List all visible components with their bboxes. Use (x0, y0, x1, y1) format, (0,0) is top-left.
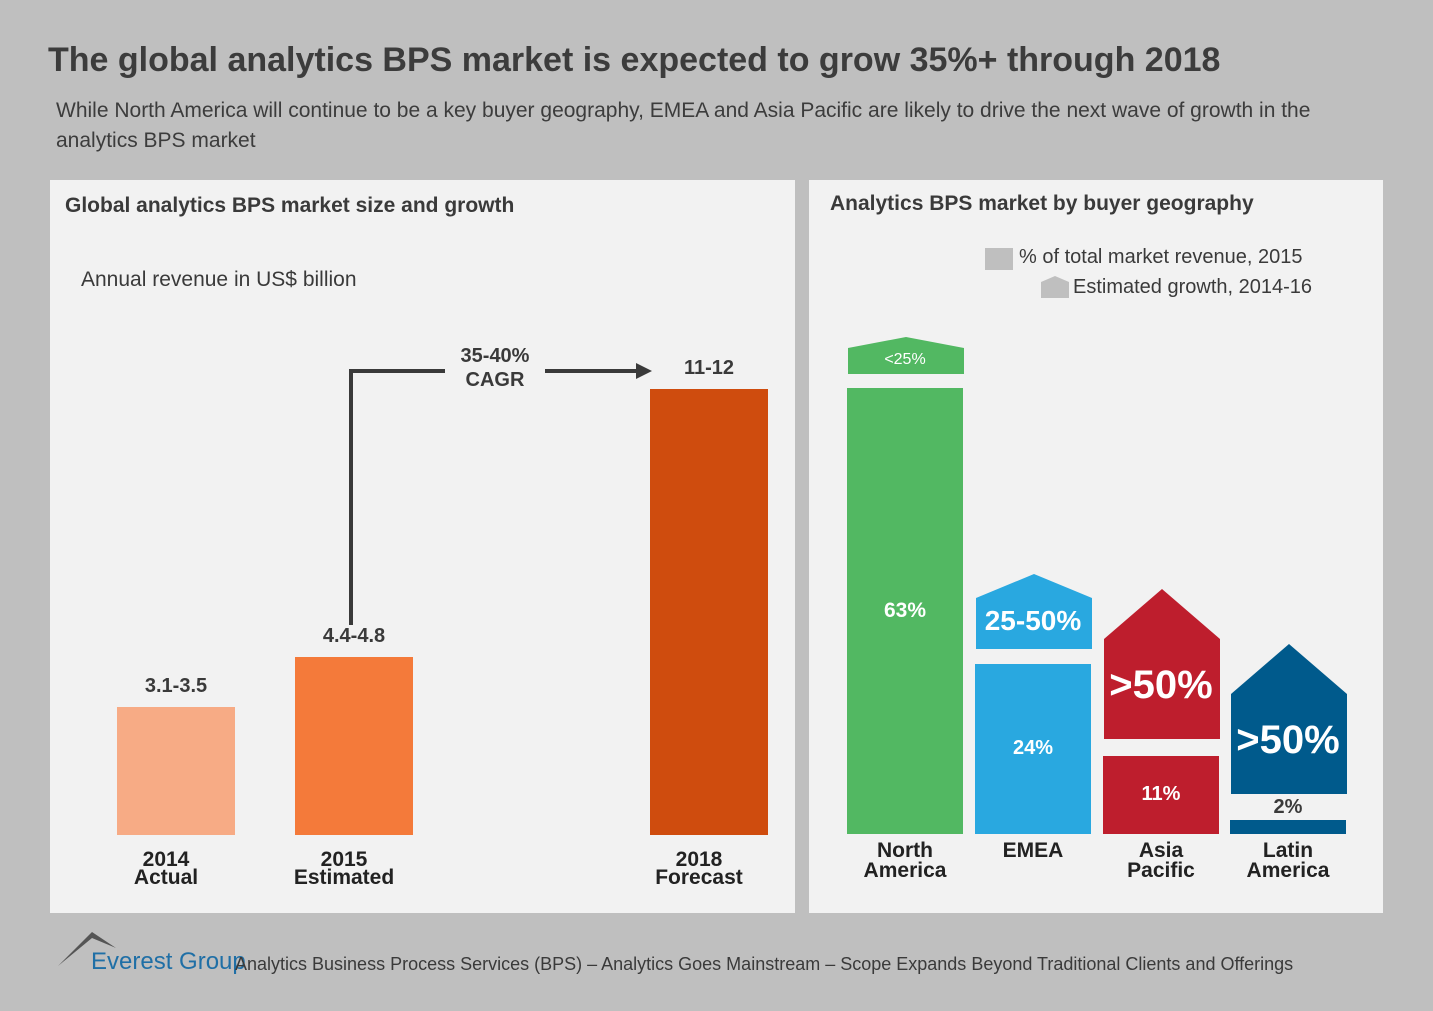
category-label: Forecast (655, 866, 743, 889)
category-label: EMEA (1002, 839, 1064, 862)
share-label: 24% (1012, 737, 1054, 760)
bar-share (975, 664, 1091, 834)
growth-label: 25-50% (984, 605, 1082, 637)
legend-swatch-growth (1041, 276, 1069, 298)
category-label: America (863, 859, 947, 882)
legend-swatch-share (985, 248, 1013, 270)
growth-arrow (976, 574, 1092, 649)
category-label: Pacific (1127, 859, 1195, 882)
category-label: 2018 (675, 848, 723, 871)
growth-label: >50% (1109, 663, 1213, 707)
right-chart-title: Analytics BPS market by buyer geography (830, 192, 1254, 215)
share-label: 2% (1273, 795, 1303, 818)
bar-share (1230, 819, 1346, 834)
growth-arrow (848, 337, 964, 374)
category-label: 2015 (320, 848, 368, 871)
footer-text: Analytics Business Process Services (BPS… (235, 954, 1294, 974)
category-label: America (1246, 859, 1330, 882)
category-label: North (877, 839, 933, 862)
category-label: Actual (133, 866, 199, 889)
bar-share (1103, 756, 1219, 834)
data-label: 11-12 (683, 356, 735, 379)
bar-2014 (117, 706, 235, 835)
data-label: 3.1-3.5 (144, 674, 208, 697)
footer-logo-text: Everest Group (91, 948, 246, 975)
growth-label: >50% (1236, 718, 1340, 762)
bar-2015 (295, 656, 413, 835)
growth-arrow (1104, 589, 1220, 739)
growth-arrow (1231, 644, 1347, 794)
legend-label-share: % of total market revenue, 2015 (1019, 246, 1303, 268)
left-chart-title: Global analytics BPS market size and gro… (65, 194, 515, 217)
page-subtitle: While North America will continue to be … (56, 99, 1311, 152)
growth-label: <25% (884, 350, 926, 368)
page-title: The global analytics BPS market is expec… (48, 41, 1221, 79)
share-label: 63% (883, 598, 927, 622)
everest-logo-icon (58, 932, 116, 966)
data-label: 4.4-4.8 (322, 624, 386, 647)
bar-2018 (650, 388, 768, 835)
category-label: Latin (1262, 839, 1314, 862)
cagr-value: 35-40% (460, 345, 530, 367)
category-label: 2014 (142, 848, 190, 871)
y-axis-label: Annual revenue in US$ billion (81, 268, 357, 291)
category-label: Asia (1138, 839, 1184, 862)
bar-share (847, 387, 963, 834)
legend-label-growth: Estimated growth, 2014-16 (1073, 276, 1313, 298)
cagr-arrow (349, 363, 652, 625)
cagr-label: CAGR (465, 369, 525, 391)
category-label: Estimated (293, 866, 395, 889)
share-label: 11% (1141, 783, 1181, 806)
